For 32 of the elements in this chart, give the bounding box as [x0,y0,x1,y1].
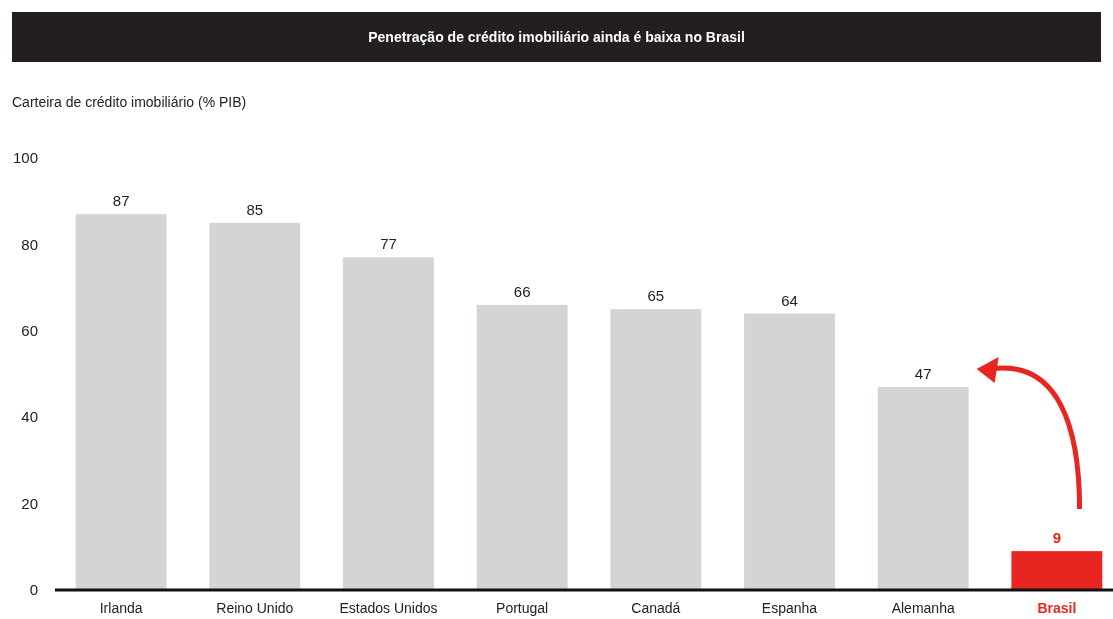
y-axis-title: Carteira de crédito imobiliário (% PIB) [12,94,247,110]
data-label: 9 [1052,529,1062,547]
x-tick-label: Estados Unidos [339,600,438,616]
data-label: 64 [781,291,798,309]
y-tick-label: 60 [21,322,38,340]
bar [209,222,301,590]
y-tick-label: 20 [21,494,38,512]
data-label: 66 [513,282,531,300]
x-tick-label: Portugal [496,600,549,616]
data-label: 65 [647,287,665,305]
bar [75,214,167,590]
data-label: 77 [380,235,397,253]
y-tick-label: 80 [21,235,38,253]
y-tick-label: 0 [29,581,38,599]
chart-title: Penetração de crédito imobiliário ainda é baixa no Brasil [368,29,745,45]
x-tick-label: Espanha [761,600,818,616]
y-tick-label: 100 [12,149,38,167]
data-label: 47 [914,364,932,382]
bar [877,386,969,590]
x-tick-label: Brasil [1037,600,1077,616]
x-tick-label: Canadá [631,600,681,616]
bar [1011,551,1103,590]
data-label: 87 [112,192,130,210]
x-tick-label: Reino Unido [216,600,294,616]
bar [343,257,434,590]
x-tick-label: Irlanda [99,600,143,616]
y-tick-label: 40 [21,408,38,426]
x-tick-label: Alemanha [891,600,955,616]
bar [610,309,702,590]
bar [476,304,568,590]
data-label: 85 [246,200,264,218]
bar [744,313,835,590]
